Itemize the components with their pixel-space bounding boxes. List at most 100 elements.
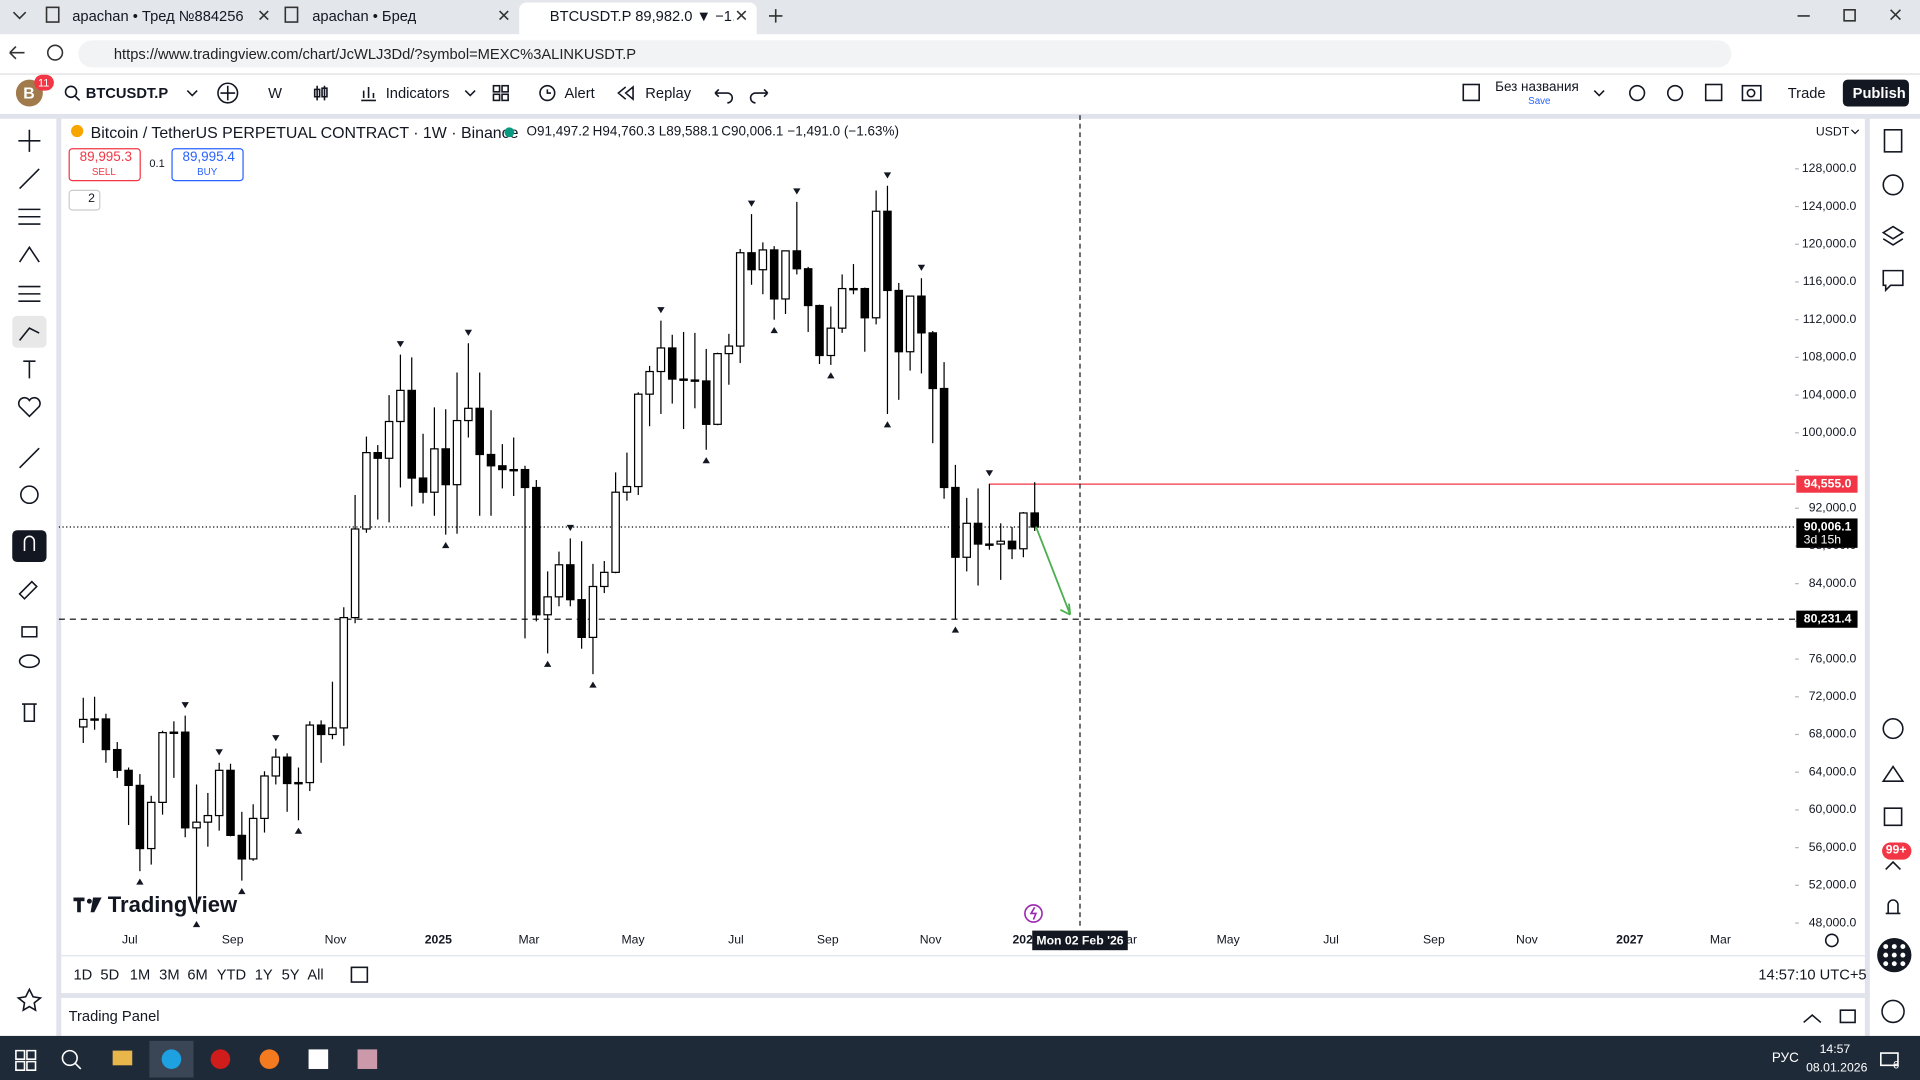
fractal-low (702, 457, 710, 464)
candle-body (1019, 512, 1028, 550)
language[interactable]: РУС (1771, 1051, 1799, 1066)
active-tab[interactable] (519, 2, 757, 35)
tab[interactable]: apachan • Тред №884256 (72, 7, 244, 25)
candle-body (384, 420, 394, 459)
range-button[interactable]: All (307, 966, 324, 984)
crosshair-label: Mon 02 Feb '26 (1036, 933, 1123, 947)
candle-body (464, 407, 473, 422)
url-field[interactable] (78, 40, 1732, 68)
fractal-low (238, 887, 246, 895)
y-tick-label: 68,000.0 (1809, 727, 1857, 741)
indicators[interactable]: Indicators (385, 84, 450, 102)
fractal-high (747, 200, 756, 207)
candle-body (679, 378, 688, 381)
range-button[interactable]: 1M (129, 966, 151, 984)
fractal-high (793, 188, 801, 195)
y-tick-label: 48,000.0 (1809, 915, 1857, 929)
indicators-toggle[interactable] (68, 189, 101, 211)
sell-button[interactable] (68, 148, 141, 182)
candle-body (1007, 540, 1017, 550)
range-button[interactable]: 3M (159, 966, 180, 984)
tab[interactable]: apachan • Бред (312, 7, 417, 25)
x-tick-label: Nov (1516, 933, 1539, 947)
tool-selected[interactable] (12, 315, 47, 348)
fractal-high (215, 749, 223, 756)
candle-body (294, 781, 303, 785)
candle-body (475, 407, 484, 456)
fractal-high (985, 470, 994, 477)
x-tick-label: Jul (728, 933, 744, 947)
replay[interactable]: Replay (645, 84, 692, 102)
candle-body (554, 564, 564, 598)
range-button[interactable]: 1D (73, 966, 93, 984)
publish-button[interactable] (1842, 79, 1909, 107)
x-tick-label: Nov (920, 933, 943, 947)
candle-body (985, 543, 994, 546)
price-label: 94,555.0 (1804, 476, 1852, 490)
left-toolbar (0, 115, 62, 1036)
candle-body (996, 540, 1006, 545)
fractal-high (883, 172, 892, 179)
watermark: TradingView (108, 892, 238, 917)
trade[interactable]: Trade (1787, 84, 1826, 102)
symbol[interactable]: BTCUSDT.P (85, 84, 169, 102)
y-tick-label: 84,000.0 (1809, 576, 1857, 590)
status-dot (504, 127, 515, 138)
candle-body (260, 775, 269, 820)
range-button[interactable]: YTD (216, 966, 247, 984)
spread: 0.1 (149, 157, 165, 170)
candle-body (180, 731, 190, 829)
candle-body (350, 528, 360, 619)
interval[interactable]: W (268, 84, 283, 102)
candle-body (543, 596, 552, 616)
fractal-low (192, 920, 201, 928)
price-label-box (1796, 475, 1858, 493)
save[interactable]: Save (1528, 95, 1551, 107)
y-tick-label: 104,000.0 (1802, 387, 1857, 401)
candle-body (101, 718, 111, 751)
clock: 14:57:10 UTC+5 (1758, 966, 1867, 984)
badge-count: 11 (37, 76, 50, 89)
tab-strip (0, 0, 1920, 35)
price-label-box (1796, 610, 1858, 628)
buy-button[interactable] (171, 148, 244, 182)
alert[interactable]: Alert (564, 84, 595, 102)
currency-chevron (1850, 129, 1860, 135)
range-button[interactable]: 1Y (254, 966, 273, 984)
date: 08.01.2026 (1806, 1061, 1868, 1076)
currency[interactable]: USDT (1816, 124, 1850, 138)
y-tick-label: 108,000.0 (1802, 350, 1857, 364)
candle-body (169, 731, 179, 734)
candle-body (860, 287, 870, 319)
candle-body (713, 353, 722, 425)
candle-body (826, 327, 836, 357)
close: C90,006.1 (721, 124, 784, 139)
candle-body (226, 769, 235, 836)
range-button[interactable]: 5Y (281, 966, 300, 984)
candle-body (792, 250, 802, 270)
y-tick-label: 116,000.0 (1803, 274, 1857, 288)
candle-body (486, 453, 496, 467)
candle-body (667, 347, 677, 380)
candle-body (124, 769, 133, 787)
tab[interactable]: BTCUSDT.P 89,982.0 ▼ −1.47% Бе (549, 8, 734, 24)
url[interactable]: https://www.tradingview.com/chart/JcWLJ3… (113, 45, 637, 63)
range-button[interactable]: 6M (187, 966, 208, 984)
sidebar-badge-count: 99+ (1885, 843, 1907, 858)
candle-body (781, 250, 790, 300)
range-button[interactable]: 5D (100, 966, 120, 984)
candle-body (928, 332, 938, 390)
indicators-count: 2 (88, 192, 95, 206)
candle-body (633, 393, 643, 488)
x-tick-label: Jul (122, 933, 138, 947)
candle-body (815, 304, 824, 357)
layout-name[interactable]: Без названия (1495, 80, 1579, 95)
low: L89,588.1 (658, 124, 719, 139)
trading-panel[interactable]: Trading Panel (68, 1007, 160, 1025)
magnet[interactable] (12, 530, 47, 563)
y-tick-label: 100,000.0 (1802, 425, 1857, 439)
candle-body (588, 585, 598, 639)
candle-body (951, 486, 960, 558)
